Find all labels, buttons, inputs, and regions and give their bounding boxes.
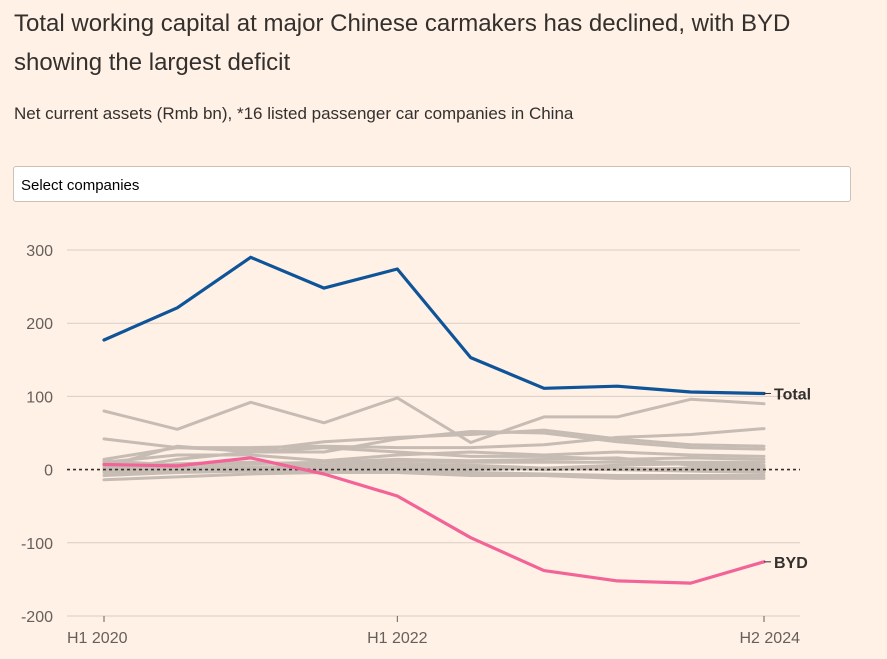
y-tick-label: 300 (26, 243, 53, 260)
grid-lines (67, 249, 800, 617)
other-company-line (102, 446, 766, 473)
other-company-line (102, 396, 766, 444)
x-axis-ticks: H1 2020 H1 2022 H2 2024 (67, 616, 800, 647)
series-line-total (102, 255, 766, 396)
series-label-total: Total (774, 386, 811, 403)
other-companies-series (102, 396, 766, 482)
x-tick-label: H1 2022 (367, 630, 428, 647)
y-tick-label: -100 (21, 536, 53, 553)
series-label-byd: BYD (774, 555, 808, 572)
other-company-line (102, 471, 766, 482)
select-companies-dropdown[interactable]: Select companies (13, 166, 851, 202)
other-company-line (102, 430, 766, 469)
y-tick-label: 0 (44, 463, 53, 480)
other-company-line (102, 456, 766, 469)
highlighted-series: Total BYD (102, 255, 811, 585)
y-tick-label: 200 (26, 316, 53, 333)
series-line-byd (102, 456, 766, 585)
x-tick-label: H1 2020 (67, 630, 128, 647)
y-axis-ticks: 300 200 100 0 -100 -200 (21, 243, 53, 626)
y-tick-label: -200 (21, 609, 53, 626)
chart-title: Total working capital at major Chinese c… (14, 10, 791, 76)
x-tick-label: H2 2024 (740, 630, 801, 647)
select-companies-label: Select companies (21, 177, 140, 194)
y-tick-label: 100 (26, 389, 53, 406)
chart-subtitle: Net current assets (Rmb bn), *16 listed … (14, 104, 574, 123)
